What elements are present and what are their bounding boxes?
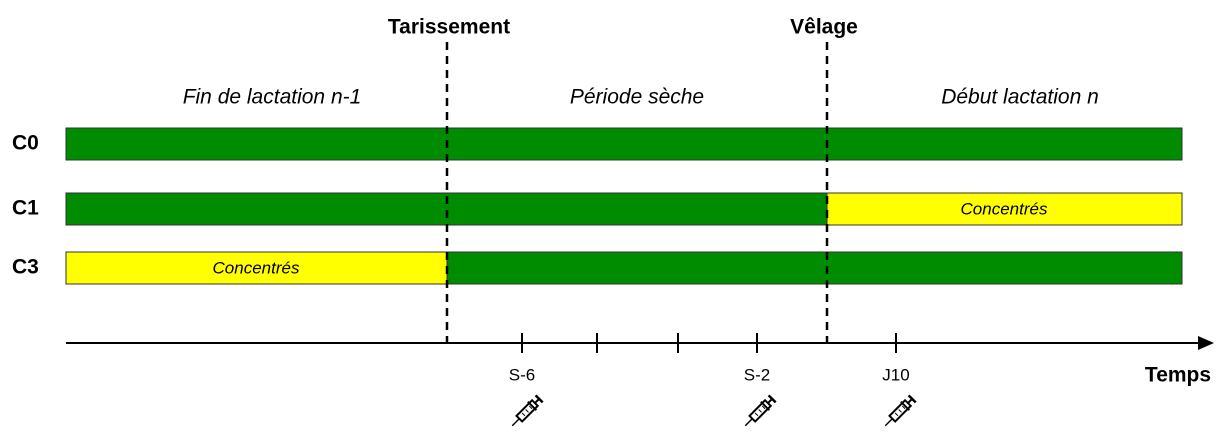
tick-label: J10 [882, 365, 909, 384]
tick-label: S-2 [744, 365, 770, 384]
syringe-icon [739, 393, 778, 432]
row-label: C3 [12, 256, 39, 279]
axis-arrow [1198, 336, 1214, 350]
segment-label: Concentrés [961, 199, 1048, 218]
period-label: Période sèche [570, 86, 704, 109]
bar-segment [826, 192, 1183, 226]
axis-label: Temps [1145, 364, 1211, 387]
period-label: Fin de lactation n-1 [183, 86, 362, 109]
bar-segment [65, 127, 1183, 161]
bar-segment [65, 251, 448, 285]
marker-label: Tarissement [388, 16, 510, 39]
axis-ticks [521, 333, 897, 353]
syringe-icon [879, 393, 918, 432]
row-label: C0 [12, 132, 39, 155]
row-label: C1 [12, 197, 39, 220]
period-label: Début lactation n [941, 86, 1099, 109]
syringe-icon [506, 393, 545, 432]
bar-segment [446, 251, 1183, 285]
tick-label: S-6 [509, 365, 535, 384]
segment-label: Concentrés [213, 258, 300, 277]
marker-label: Vêlage [790, 16, 858, 39]
